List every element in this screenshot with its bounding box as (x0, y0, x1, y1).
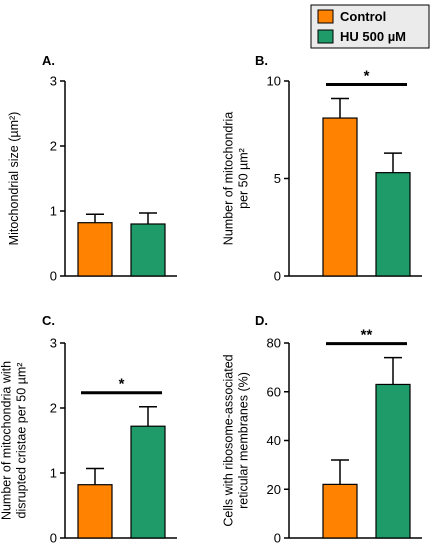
bar-hu (375, 383, 411, 539)
y-axis-label: Mitochondrial size (µm²) (7, 112, 21, 246)
y-tick-label: 40 (267, 433, 281, 448)
legend: Control HU 500 µM (310, 4, 430, 49)
y-tick-label: 3 (50, 336, 57, 351)
legend-swatch-hu (317, 29, 334, 44)
bar-control (322, 117, 358, 277)
y-axis-label: Cells with ribosome-associated (222, 354, 236, 526)
y-axis-label: per 50 µm² (237, 148, 251, 209)
panel-3: C. 0 1 2 3 Number of mitochondria with disrupt… (0, 313, 177, 546)
panel-1: A. 0 1 2 3 Mitochondrial size (µm²) (7, 53, 177, 284)
bar-hu (375, 172, 411, 277)
panel-2: B. 0 5 10 Number of mitochondria per 50 µm² * (222, 53, 422, 284)
y-tick-label: 80 (267, 336, 281, 351)
significance-marker: * (364, 68, 370, 85)
y-tick-label: 2 (50, 139, 57, 154)
y-tick-label: 20 (267, 482, 281, 497)
y-axis-label: Number of mitochondria with (0, 361, 14, 520)
bar-hu (130, 425, 166, 539)
y-axis-label: reticular membranes (%) (237, 372, 251, 509)
bar-control (77, 484, 113, 539)
y-tick-label: 10 (267, 74, 281, 89)
legend-swatch-control (317, 9, 334, 24)
panel-4: D. 0 20 40 60 80 Cells with ribosome-associate… (222, 313, 422, 546)
y-tick-label: 0 (50, 269, 57, 284)
panel-label: D. (255, 313, 268, 328)
significance-marker: * (119, 376, 125, 393)
panel-label: C. (42, 313, 55, 328)
y-tick-label: 1 (50, 204, 57, 219)
y-tick-label: 0 (274, 531, 281, 546)
y-axis-label: Number of mitochondria (222, 112, 236, 245)
legend-label-control: Control (340, 9, 386, 24)
y-tick-label: 60 (267, 384, 281, 399)
y-tick-label: 2 (50, 401, 57, 416)
bar-control (322, 483, 358, 539)
panel-label: B. (255, 53, 268, 68)
significance-marker: ** (361, 327, 373, 344)
y-tick-label: 1 (50, 466, 57, 481)
y-axis-label: disrupted cristae per 50 µm² (15, 363, 29, 519)
y-tick-label: 0 (50, 531, 57, 546)
y-tick-label: 0 (274, 269, 281, 284)
bar-hu (130, 223, 166, 277)
y-tick-label: 5 (274, 171, 281, 186)
legend-label-hu: HU 500 µM (340, 29, 406, 44)
panel-label: A. (42, 53, 55, 68)
bar-control (77, 222, 113, 277)
y-tick-label: 3 (50, 74, 57, 89)
